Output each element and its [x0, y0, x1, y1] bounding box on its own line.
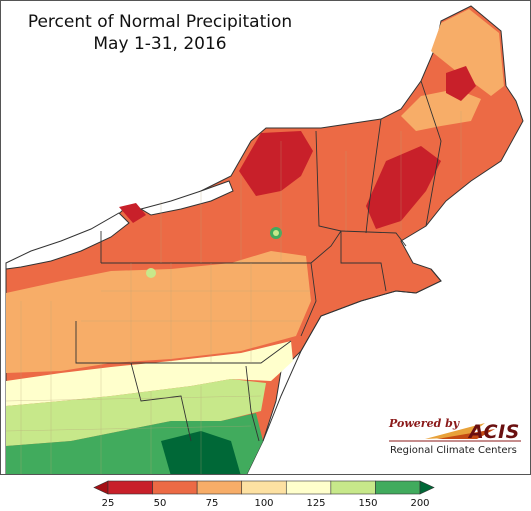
region-dark-green: [161, 431, 241, 474]
state-borders: [75, 80, 442, 442]
acis-logo: Powered by ACIS Regional Climate Centers: [385, 415, 525, 461]
legend-tick-label: 125: [306, 498, 326, 509]
title-line-1: Percent of Normal Precipitation: [27, 12, 293, 32]
region-western-ny-dry: [119, 203, 146, 223]
spot-adirondack-inner: [273, 230, 279, 236]
legend-tick-label: 75: [205, 498, 219, 509]
legend-swatch: [196, 480, 243, 495]
legend-colorbar: [93, 480, 435, 495]
legend-swatch: [241, 480, 287, 495]
legend-over-arrow: [419, 480, 435, 495]
color-legend: 25 50 75 100 125 150 200: [0, 476, 531, 511]
logo-brand: ACIS: [469, 421, 520, 443]
region-pa-light-orange: [6, 251, 311, 373]
legend-tick-label: 150: [358, 498, 378, 509]
legend-tick-label: 200: [410, 498, 430, 509]
lake-erie: [5, 212, 130, 270]
title-line-2: May 1-31, 2016: [93, 34, 227, 54]
coastline: [262, 268, 442, 442]
legend-swatch: [375, 480, 421, 495]
legend-swatch: [330, 480, 376, 495]
precipitation-map: [5, 5, 524, 474]
legend-tick-label: 25: [101, 498, 115, 509]
map-frame: Percent of Normal Precipitation May 1-31…: [0, 0, 531, 475]
spot-central-pa: [146, 268, 156, 278]
logo-subtitle: Regional Climate Centers: [390, 445, 517, 456]
region-northern-maine: [431, 9, 504, 96]
legend-swatch: [285, 480, 332, 495]
region-nh-dry: [366, 146, 441, 229]
legend-swatch: [107, 480, 153, 495]
logo-powered-by: Powered by: [389, 417, 460, 430]
legend-tick-label: 100: [254, 498, 274, 509]
acis-swoosh-icon: [389, 423, 521, 442]
legend-swatch: [152, 480, 198, 495]
region-northern-ny-dry: [239, 131, 313, 196]
map-title: Percent of Normal Precipitation May 1-31…: [15, 11, 305, 55]
region-maine-dry: [446, 66, 476, 101]
county-lines: [5, 111, 462, 474]
region-pale-yellow: [6, 341, 293, 406]
legend-under-arrow: [93, 480, 109, 495]
legend-tick-label: 50: [153, 498, 167, 509]
